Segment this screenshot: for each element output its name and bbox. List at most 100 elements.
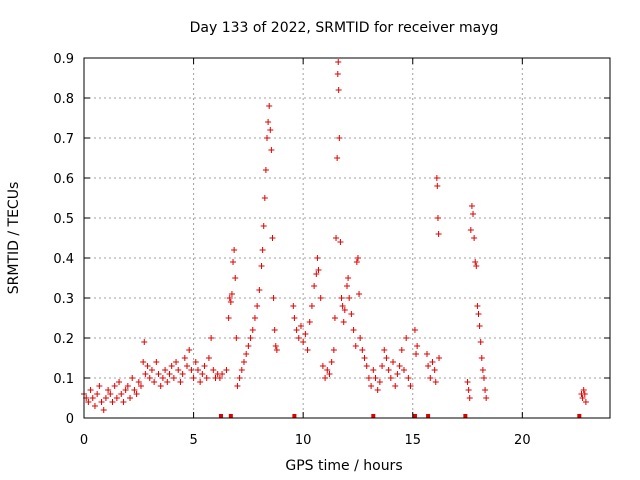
data-point [435, 231, 442, 237]
data-point [468, 203, 475, 209]
data-point [425, 363, 432, 369]
gap-marker [412, 414, 417, 418]
data-point [370, 367, 377, 373]
data-point [482, 387, 489, 393]
data-point [579, 395, 586, 401]
data-point [181, 355, 188, 361]
data-point [398, 347, 405, 353]
data-point [341, 307, 348, 313]
y-tick-label: 0.4 [53, 252, 74, 267]
data-point [396, 363, 403, 369]
data-point [478, 355, 485, 361]
data-point [483, 395, 490, 401]
data-point [118, 391, 125, 397]
data-point [290, 303, 297, 309]
data-point [359, 347, 366, 353]
data-point [339, 303, 346, 309]
data-point [261, 195, 268, 201]
data-point [98, 399, 105, 405]
data-point [407, 383, 414, 389]
data-point [344, 283, 350, 289]
data-point [85, 399, 92, 405]
data-point [168, 363, 175, 369]
chart-title: Day 133 of 2022, SRMTID for receiver may… [190, 20, 499, 36]
data-point [427, 375, 434, 381]
data-point [190, 375, 197, 381]
data-point [238, 367, 245, 373]
data-point [91, 403, 98, 409]
data-point [151, 379, 158, 385]
data-point [94, 391, 101, 397]
y-tick-label: 0.3 [53, 292, 74, 307]
data-point [120, 399, 127, 405]
data-point [315, 267, 322, 273]
data-point [271, 327, 278, 333]
data-point [295, 335, 302, 341]
data-point [477, 339, 484, 345]
data-point [414, 343, 421, 349]
data-point [219, 371, 226, 377]
data-point [467, 227, 474, 233]
data-point [368, 383, 375, 389]
data-point [216, 375, 223, 381]
data-point [243, 351, 250, 357]
series-srmtid [81, 59, 589, 413]
data-point [387, 375, 394, 381]
data-point [400, 367, 407, 373]
data-point [376, 379, 383, 385]
data-point [308, 303, 315, 309]
gap-marker [218, 414, 223, 418]
data-point [331, 315, 338, 321]
gap-marker [292, 414, 297, 418]
data-point [254, 303, 261, 309]
data-point [297, 323, 304, 329]
data-point [192, 359, 199, 365]
data-point [141, 339, 148, 345]
data-point [226, 295, 233, 301]
data-point [259, 247, 266, 253]
plot-frame [83, 57, 611, 419]
data-point [164, 379, 171, 385]
data-point [131, 387, 138, 393]
data-point [336, 135, 343, 141]
data-point [262, 167, 269, 173]
data-point [137, 383, 144, 389]
data-point [324, 367, 331, 373]
data-point [317, 295, 324, 301]
data-point [144, 363, 151, 369]
data-point [89, 395, 96, 401]
grid [84, 58, 610, 418]
data-point [365, 375, 372, 381]
data-point [480, 375, 487, 381]
gap-markers [218, 414, 582, 418]
data-point [135, 379, 142, 385]
data-point [105, 387, 112, 393]
data-point [436, 355, 443, 361]
data-point [179, 371, 186, 377]
data-point [394, 371, 401, 377]
y-axis: 0 0.1 0.2 0.3 0.4 0.5 0.6 0.7 0.8 0.9 [53, 52, 610, 427]
data-point [264, 135, 271, 141]
data-point [107, 391, 114, 397]
data-point [159, 375, 166, 381]
gap-marker [463, 414, 468, 418]
data-point [293, 327, 300, 333]
data-point [302, 331, 309, 337]
data-point [122, 387, 129, 393]
data-point [354, 255, 361, 261]
data-point [111, 383, 118, 389]
data-point [153, 359, 160, 365]
data-point [201, 363, 208, 369]
data-point [335, 87, 342, 93]
data-point [157, 383, 164, 389]
data-point [236, 375, 243, 381]
y-tick-label: 0.2 [53, 332, 74, 347]
data-point [340, 319, 347, 325]
data-point [385, 367, 392, 373]
data-point [124, 383, 131, 389]
data-point [230, 259, 237, 265]
data-point [102, 395, 109, 401]
data-point [470, 211, 477, 217]
data-point [205, 355, 212, 361]
